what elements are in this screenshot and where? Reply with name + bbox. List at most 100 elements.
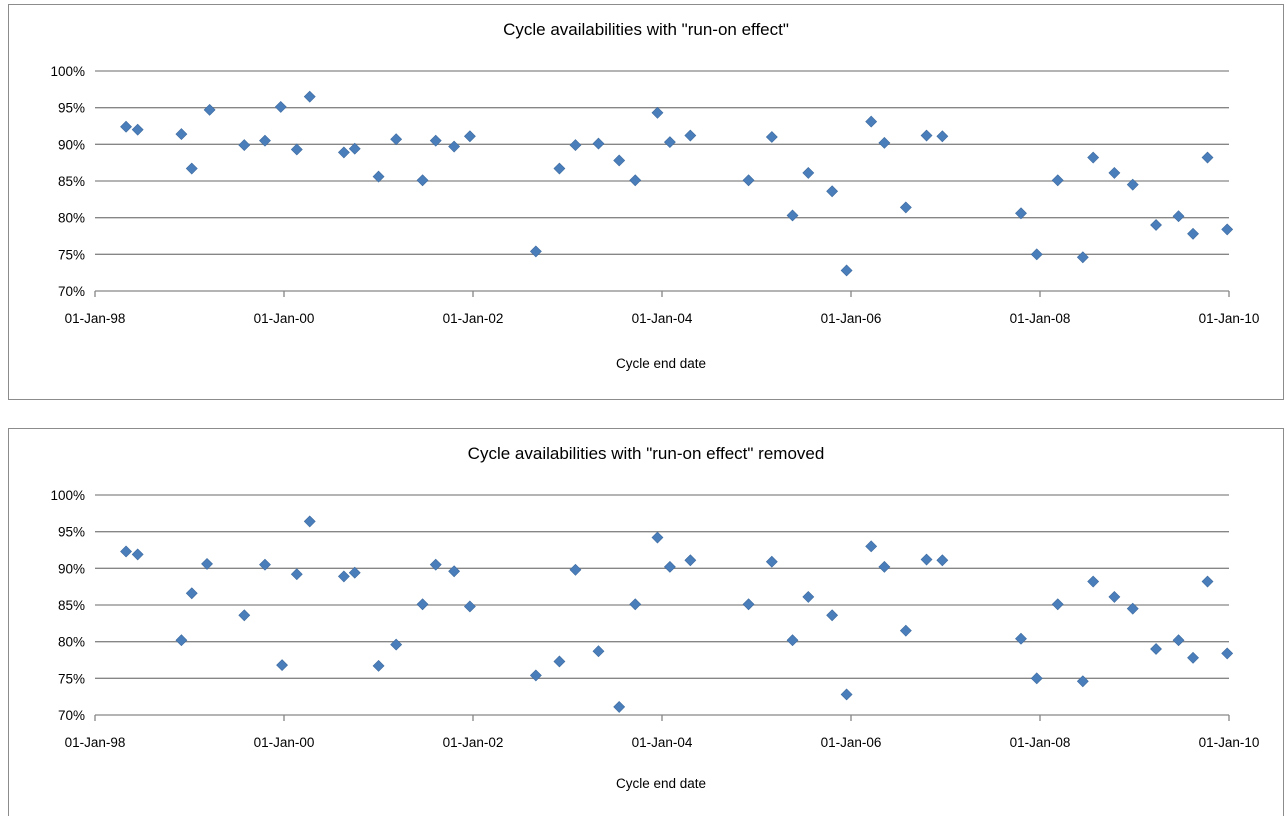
data-point [303, 515, 316, 528]
x-tick-label: 01-Jan-00 [254, 311, 315, 326]
scatter-chart-run-on: Cycle availabilities with "run-on effect… [50, 20, 1260, 371]
y-tick-label: 75% [58, 247, 85, 262]
x-tick-label: 01-Jan-04 [632, 311, 693, 326]
data-point [1030, 248, 1043, 261]
data-point [429, 558, 442, 571]
data-point [337, 570, 350, 583]
data-point [878, 560, 891, 573]
data-point [1172, 210, 1185, 223]
y-tick-label: 85% [58, 598, 85, 613]
data-point [1172, 634, 1185, 647]
data-point [1187, 651, 1199, 664]
data-point [765, 131, 778, 143]
y-tick-labels: 70% 75% 80% 85% 90% 95% 100% [50, 488, 85, 723]
data-point [120, 545, 132, 558]
data-point [1108, 591, 1121, 603]
data-point [742, 598, 755, 611]
data-point [238, 609, 251, 622]
data-point [259, 134, 271, 147]
x-tick-labels: 01-Jan-98 01-Jan-00 01-Jan-02 01-Jan-04 01-J… [65, 311, 1260, 326]
data-points [120, 515, 1234, 713]
data-point [348, 566, 361, 579]
data-point [920, 129, 933, 142]
data-point [865, 540, 878, 553]
data-point [290, 568, 303, 581]
data-point [629, 598, 642, 611]
data-point [826, 185, 839, 198]
x-axis-label: Cycle end date [616, 776, 706, 791]
data-point [1051, 598, 1064, 611]
data-point [372, 659, 385, 672]
chart-panel-run-on: Cycle availabilities with "run-on effect… [8, 4, 1284, 400]
data-point [765, 555, 778, 568]
data-point [131, 123, 144, 136]
y-tick-label: 85% [58, 174, 85, 189]
data-point [651, 531, 664, 544]
data-point [1108, 167, 1121, 179]
data-point [416, 174, 429, 187]
data-point [238, 139, 251, 151]
y-tick-label: 80% [58, 211, 85, 226]
y-tick-label: 90% [58, 137, 85, 152]
y-tick-label: 70% [58, 708, 85, 723]
data-point [429, 134, 442, 147]
chart-panel-run-on-removed: Cycle availabilities with "run-on effect… [8, 428, 1284, 816]
data-point [1201, 575, 1214, 588]
data-point [663, 560, 676, 573]
scatter-chart-run-on-removed: Cycle availabilities with "run-on effect… [50, 444, 1260, 791]
data-point [1087, 151, 1100, 164]
x-tick-label: 01-Jan-04 [632, 735, 693, 750]
data-point [840, 264, 853, 277]
data-point [684, 554, 697, 567]
data-point [131, 548, 144, 561]
data-point [390, 133, 403, 146]
data-point [553, 655, 566, 668]
data-point [175, 634, 188, 647]
data-point [613, 701, 626, 713]
data-point [569, 139, 582, 151]
data-point [372, 170, 385, 183]
data-point [865, 115, 878, 128]
x-tick-label: 01-Jan-98 [65, 311, 126, 326]
chart-title: Cycle availabilities with "run-on effect… [503, 20, 789, 39]
x-tick-label: 01-Jan-06 [821, 735, 882, 750]
data-point [569, 563, 582, 576]
data-point [120, 120, 132, 133]
data-point [290, 143, 303, 156]
data-point [553, 162, 566, 175]
data-point [416, 598, 429, 611]
data-point [348, 142, 361, 155]
data-point [826, 609, 839, 622]
x-tick-label: 01-Jan-06 [821, 311, 882, 326]
data-point [899, 624, 912, 637]
data-point [276, 659, 288, 672]
data-point [1221, 223, 1234, 236]
data-point [175, 128, 188, 140]
y-tick-label: 70% [58, 284, 85, 299]
data-point [592, 137, 605, 150]
data-point [936, 554, 949, 567]
data-point [1150, 219, 1162, 231]
data-point [802, 591, 815, 603]
chart-title: Cycle availabilities with "run-on effect… [468, 444, 825, 463]
data-point [684, 129, 697, 142]
data-point [899, 201, 912, 214]
y-tick-label: 100% [50, 64, 85, 79]
data-point [1076, 675, 1089, 688]
data-point [448, 140, 461, 153]
x-tick-label: 01-Jan-08 [1010, 735, 1071, 750]
data-point [1221, 647, 1234, 660]
x-tick-labels: 01-Jan-98 01-Jan-00 01-Jan-02 01-Jan-04 01-J… [65, 735, 1260, 750]
y-tick-label: 95% [58, 525, 85, 540]
data-point [1076, 251, 1089, 264]
x-tick-label: 01-Jan-02 [443, 735, 504, 750]
y-tick-labels: 70% 75% 80% 85% 90% 95% 100% [50, 64, 85, 299]
data-point [1150, 643, 1162, 655]
data-point [448, 565, 461, 578]
data-point [1201, 151, 1214, 164]
data-point [203, 103, 216, 116]
data-point [1187, 227, 1199, 240]
data-point [259, 558, 271, 571]
data-point [840, 688, 853, 701]
data-point [1126, 178, 1139, 191]
